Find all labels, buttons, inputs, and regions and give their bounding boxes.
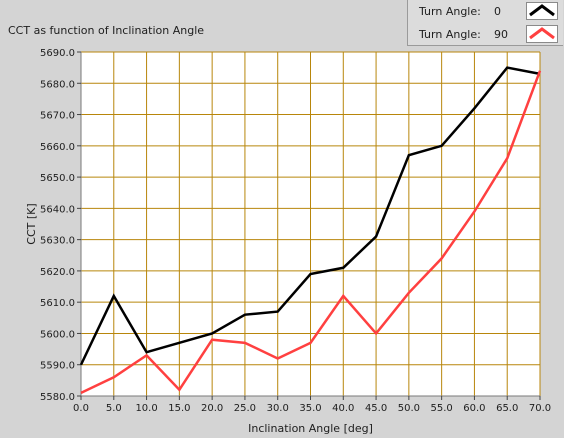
y-tick-label-4: 5620.0	[40, 267, 75, 278]
y-tick-label-3: 5610.0	[40, 298, 75, 309]
x-tick-label-2: 10.0	[135, 403, 157, 414]
y-tick-label-11: 5690.0	[40, 48, 75, 59]
chart-title: CCT as function of Inclination Angle	[8, 24, 205, 37]
x-tick-label-4: 20.0	[201, 403, 223, 414]
legend-value-1: 90	[494, 28, 508, 41]
y-tick-label-0: 5580.0	[40, 392, 75, 403]
legend-swatch-0	[526, 2, 558, 20]
x-tick-label-13: 65.0	[496, 403, 518, 414]
x-tick-label-0: 0.0	[73, 403, 89, 414]
legend-entry-0: Turn Angle: 0	[408, 0, 564, 23]
x-tick-label-7: 35.0	[299, 403, 321, 414]
legend-label-1: Turn Angle:	[419, 28, 481, 41]
x-axis-label: Inclination Angle [deg]	[248, 422, 373, 435]
y-tick-label-5: 5630.0	[40, 236, 75, 247]
x-tick-label-8: 40.0	[332, 403, 354, 414]
x-tick-label-1: 5.0	[106, 403, 122, 414]
series-line-0	[79, 66, 541, 366]
y-tick-label-7: 5650.0	[40, 173, 75, 184]
y-tick-label-8: 5660.0	[40, 142, 75, 153]
x-tick-label-3: 15.0	[168, 403, 190, 414]
legend: Turn Angle: 0 Turn Angle: 90	[407, 0, 563, 46]
y-tick-label-2: 5600.0	[40, 329, 75, 340]
legend-value-0: 0	[494, 5, 501, 18]
x-tick-label-11: 55.0	[431, 403, 453, 414]
y-tick-label-9: 5670.0	[40, 111, 75, 122]
y-axis-label: CCT [K]	[25, 203, 38, 244]
x-tick-label-9: 45.0	[365, 403, 387, 414]
x-tick-label-12: 60.0	[463, 403, 485, 414]
legend-label-0: Turn Angle:	[419, 5, 481, 18]
x-tick-label-10: 50.0	[398, 403, 420, 414]
legend-swatch-1	[526, 25, 558, 43]
y-tick-label-6: 5640.0	[40, 204, 75, 215]
x-tick-label-5: 25.0	[234, 403, 256, 414]
y-tick-label-10: 5680.0	[40, 79, 75, 90]
x-tick-label-6: 30.0	[267, 403, 289, 414]
legend-entry-1: Turn Angle: 90	[408, 23, 564, 46]
y-tick-label-1: 5590.0	[40, 361, 75, 372]
x-tick-label-14: 70.0	[529, 403, 551, 414]
series-line-1	[80, 70, 542, 395]
